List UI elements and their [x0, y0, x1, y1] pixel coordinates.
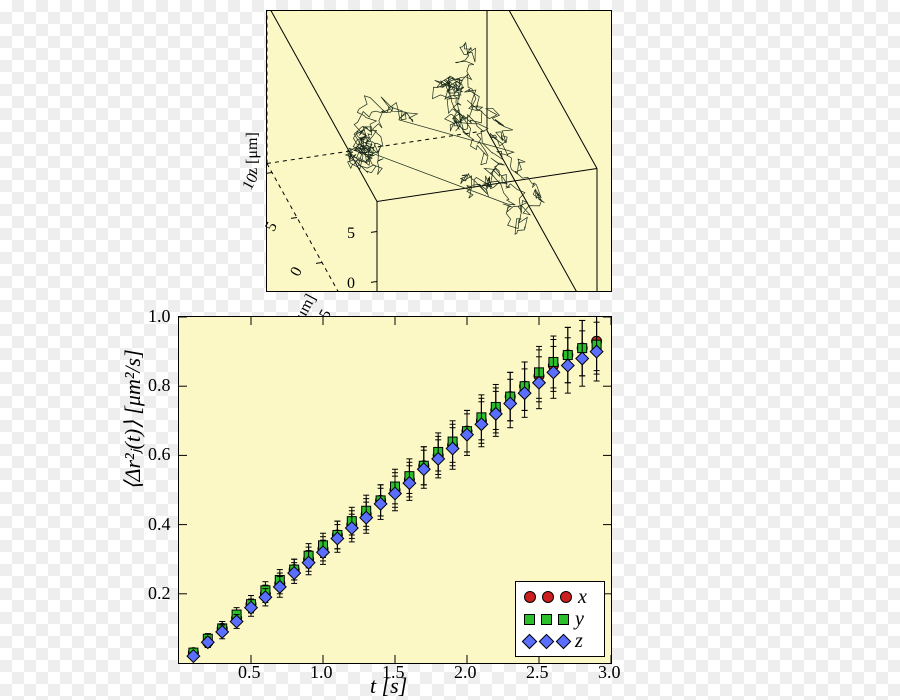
legend-row-z: z [524, 630, 596, 652]
inset-tick: 0 [347, 275, 355, 293]
y-tick: 0.4 [148, 514, 171, 535]
x-tick: 2.0 [454, 662, 477, 683]
inset-3d-trajectory: -10-50510-10-50510-505 [266, 10, 612, 292]
legend-row-y: y [524, 608, 596, 630]
legend-label-y: y [575, 608, 593, 631]
legend: x y z [515, 581, 605, 657]
x-tick: 1.5 [382, 662, 405, 683]
y-axis-label: ⟨Δr²ⱼ(t)⟩ [μm²/s] [120, 349, 146, 490]
legend-label-x: x [578, 586, 596, 609]
y-tick: 0.2 [148, 583, 171, 604]
inset-tick: 5 [347, 225, 355, 243]
square-marker-icon [524, 614, 535, 625]
legend-label-z: z [575, 630, 593, 653]
x-tick: 1.0 [310, 662, 333, 683]
diamond-marker-icon [539, 633, 555, 649]
msd-plot-area: x y z [178, 316, 612, 664]
y-tick: 0.6 [148, 444, 171, 465]
x-tick: 2.5 [526, 662, 549, 683]
legend-row-x: x [524, 586, 596, 608]
diamond-marker-icon [522, 633, 538, 649]
square-marker-icon [558, 614, 569, 625]
inset-z-axis-label: z [μm] [244, 132, 262, 175]
x-tick: 0.5 [238, 662, 261, 683]
y-tick: 1.0 [148, 306, 171, 327]
circle-marker-icon [560, 591, 572, 603]
x-tick: 3.0 [598, 662, 621, 683]
square-marker-icon [541, 614, 552, 625]
circle-marker-icon [542, 591, 554, 603]
diamond-marker-icon [556, 633, 572, 649]
y-tick: 0.8 [148, 375, 171, 396]
circle-marker-icon [524, 591, 536, 603]
